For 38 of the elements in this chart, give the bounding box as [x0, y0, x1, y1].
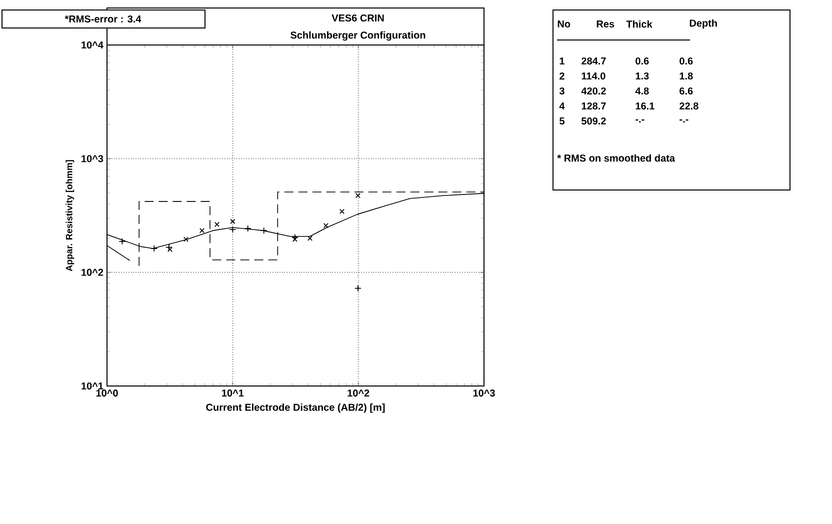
y-tick-label: 10^3 [82, 155, 104, 162]
text: 420.2 [581, 87, 606, 95]
text: 6.6 [680, 87, 693, 95]
text: *RMS-error : 3.4 [64, 15, 142, 23]
text: 114.0 [582, 72, 606, 80]
text: Res [596, 20, 614, 28]
text: 3 [559, 87, 564, 95]
text: 4.8 [635, 87, 649, 95]
text: Depth [690, 19, 717, 29]
text: 509.2 [582, 117, 606, 125]
text: 1.3 [636, 72, 649, 80]
x-axis-title: Current Electrode Distance (AB/2) [m] [206, 403, 385, 413]
y-tick-label: 10^2 [82, 268, 104, 276]
text: 284.7 [582, 57, 606, 65]
text: 0.6 [636, 57, 649, 65]
text: 1 [560, 58, 564, 64]
text: 128.7 [582, 102, 606, 110]
text: No [558, 20, 570, 28]
y-tick-label: 10^4 [82, 41, 104, 49]
text: 0.6 [680, 57, 693, 65]
text: 1.8 [680, 72, 693, 80]
text: 2 [560, 72, 564, 80]
text: 22.8 [680, 102, 698, 110]
text: -.- [636, 119, 644, 123]
y-tick-label: 10^1 [82, 382, 104, 390]
x-tick-label: 10^0 [96, 390, 118, 397]
y-axis-title: Appar. Resistivity [ohmm] [66, 160, 74, 272]
text: 4 [559, 102, 565, 110]
text: -.- [680, 119, 688, 123]
text: * RMS on smoothed data [557, 154, 676, 162]
chart-subtitle: Schlumberger Configuration [290, 31, 426, 41]
x-tick-label: 10^1 [222, 390, 244, 397]
x-tick-label: 10^3 [473, 390, 495, 397]
text: 5 [560, 117, 564, 124]
x-tick-label: 10^2 [348, 390, 370, 397]
text: 16.1 [636, 102, 654, 110]
text: Thick [626, 20, 652, 28]
chart-title: VES6 CRIN [332, 14, 384, 22]
